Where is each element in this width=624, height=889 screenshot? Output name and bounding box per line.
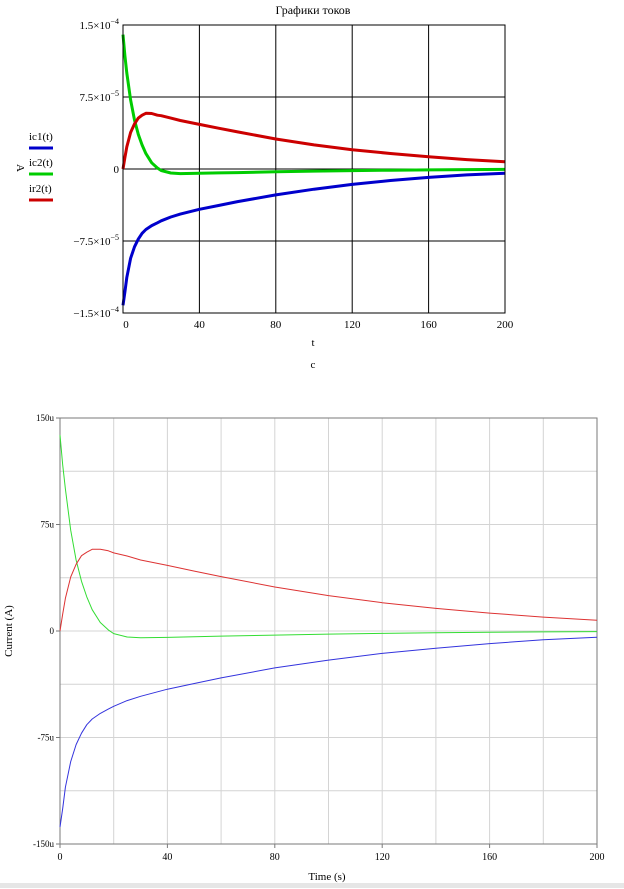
bottom-y-tick-label: -75u — [38, 733, 55, 743]
bottom-y-tick-label: 75u — [41, 520, 55, 530]
top-x-tick-label: 160 — [420, 319, 437, 331]
top-chart-x-axis-unit: c — [311, 359, 316, 371]
legend-label-3: ir2(t) — [29, 183, 52, 195]
bottom-x-tick-label: 0 — [58, 852, 63, 863]
bottom-y-tick-label: 0 — [50, 626, 55, 636]
bottom-chart: -150u -75u 0 75u 150u 0 40 80 120 160 200 Time (s… — [3, 413, 605, 883]
top-x-tick-label: 0 — [123, 319, 129, 331]
top-x-tick-label: 120 — [344, 319, 361, 331]
bottom-chart-x-axis-label: Time (s) — [308, 871, 346, 883]
bottom-y-tick-label: -150u — [33, 839, 54, 849]
top-x-tick-label: 80 — [270, 319, 282, 331]
top-y-tick-label: 0 — [114, 164, 120, 176]
top-chart-legend: ic1(t) ic2(t) ir2(t) — [29, 131, 53, 202]
bottom-x-tick-label: 160 — [482, 852, 497, 863]
top-series-line-1 — [121, 171, 506, 306]
bottom-x-tick-label: 200 — [590, 852, 605, 863]
top-chart-y-axis-label: A — [14, 164, 26, 172]
bottom-chart-x-ticks: 0 40 80 120 160 200 — [58, 844, 605, 863]
top-y-tick-label: −7.5×10−5 — [73, 233, 119, 248]
bottom-scroll-edge — [0, 883, 624, 888]
bottom-series-line-1 — [59, 636, 598, 828]
top-chart-frame — [122, 24, 506, 314]
legend-label-2: ic2(t) — [29, 157, 53, 169]
bottom-x-tick-label: 40 — [162, 852, 172, 863]
bottom-series-line-2 — [59, 434, 598, 639]
top-series-line-3 — [121, 111, 506, 170]
top-plot-border — [122, 24, 506, 314]
bottom-x-tick-label: 120 — [375, 852, 390, 863]
top-series-line-2 — [121, 34, 506, 176]
top-chart-series — [121, 34, 506, 306]
bottom-chart-y-ticks: -150u -75u 0 75u 150u — [33, 413, 60, 849]
bottom-y-tick-label: 150u — [36, 413, 55, 423]
bottom-chart-y-axis-label: Current (A) — [3, 605, 15, 657]
top-x-tick-label: 40 — [194, 319, 206, 331]
top-chart-y-ticks: −1.5×10−4 −7.5×10−5 0 7.5×10−5 1.5×10−4 — [73, 17, 119, 320]
top-chart-x-axis-label: t — [311, 337, 314, 349]
legend-label-1: ic1(t) — [29, 131, 53, 143]
bottom-chart-grid — [60, 418, 597, 844]
bottom-series-line-3 — [59, 548, 598, 632]
bottom-chart-series — [59, 434, 598, 828]
top-y-tick-label: −1.5×10−4 — [73, 305, 119, 320]
top-chart: Графики токов −1.5×10−4 −7.5×10−5 0 7.5×10−… — [14, 3, 514, 371]
top-y-tick-label: 1.5×10−4 — [80, 17, 119, 32]
top-y-tick-label: 7.5×10−5 — [80, 89, 119, 104]
top-chart-title: Графики токов — [276, 3, 351, 17]
top-chart-x-ticks: 0 40 80 120 160 200 — [123, 319, 514, 331]
bottom-x-tick-label: 80 — [270, 852, 280, 863]
top-x-tick-label: 200 — [497, 319, 514, 331]
